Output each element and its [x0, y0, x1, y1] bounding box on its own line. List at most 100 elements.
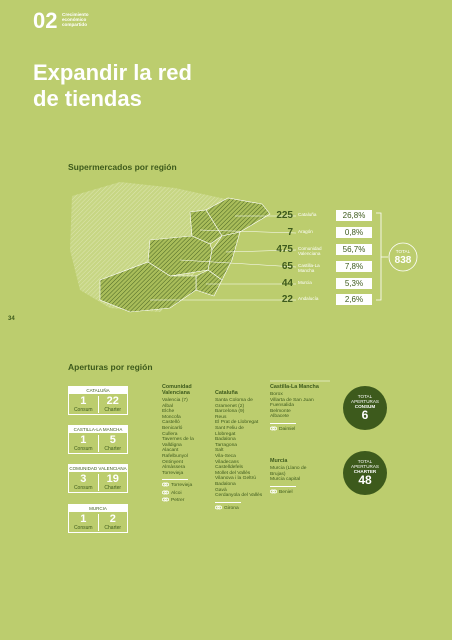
- place: Torrevieja: [162, 470, 184, 476]
- divider: [162, 479, 188, 481]
- charter-cell: 5 Charter: [99, 435, 128, 453]
- place: Vila-Seca: [215, 453, 236, 459]
- region-count: 7: [287, 227, 293, 238]
- place: Fuensalida: [270, 403, 294, 409]
- charter-icon: [161, 497, 170, 502]
- place: Alacant: [162, 448, 179, 454]
- region-name: Castilla-La Mancha: [298, 263, 320, 273]
- place: Murcia capital: [270, 477, 301, 483]
- subtitle-line: económico: [62, 17, 87, 23]
- place: Almàssera: [162, 465, 186, 471]
- consum-cell: 1 Consum: [69, 514, 99, 531]
- opening-box: COMUNIDAD VALENCIANA 3 Consum 19 Charter: [68, 464, 128, 493]
- place: Albal: [162, 403, 173, 409]
- place-column: Murcia Murcia (Llano de Brujas) Murcia cap…: [269, 458, 322, 495]
- region-name: Andalucía: [298, 296, 319, 301]
- badge-value: 48: [358, 473, 372, 487]
- badge-line: APERTURAS: [351, 399, 379, 404]
- total-badge: TOTAL APERTURAS CONSUM 6: [343, 386, 387, 430]
- column-title: Murcia: [270, 458, 288, 464]
- charter-place-name: Girona: [224, 505, 239, 511]
- section-number: 02: [33, 8, 58, 33]
- charter-label: Charter: [104, 446, 122, 452]
- charter-count: 22: [106, 395, 119, 407]
- place: El Prat de Llobregat: [215, 420, 259, 426]
- divider: [270, 422, 296, 424]
- place: Ontinyent: [162, 459, 183, 465]
- place: Cerdanyola del Vallès: [215, 493, 263, 499]
- charter-place-name: Petrer: [171, 497, 185, 503]
- charter-place-name: Daimiel: [279, 426, 296, 432]
- charter-place-name: Alcoi: [171, 490, 182, 496]
- place: Borox: [270, 392, 283, 397]
- opening-box: CATALUÑA 1 Consum 22 Charter: [68, 386, 128, 415]
- place: Albacete: [270, 414, 290, 420]
- badge-line: CONSUM: [354, 404, 376, 409]
- charter-icon: [269, 489, 278, 494]
- place: Gavà: [215, 487, 227, 493]
- consum-count: 1: [80, 513, 87, 525]
- region-name: Comunidad Valenciana: [298, 246, 322, 256]
- place: Sant Feliu de Llobregat: [215, 425, 244, 437]
- place: Tarragona: [215, 442, 238, 448]
- place: Castelldefels: [215, 465, 243, 471]
- place: Santa Coloma de Gramenet (2): [215, 398, 253, 409]
- box-region: MURCIA: [69, 505, 127, 512]
- charter-icon: [214, 505, 223, 510]
- place-column: Cataluña Santa Coloma de Gramenet (2) Barc…: [214, 390, 267, 511]
- charter-count: 19: [106, 473, 119, 485]
- charter-count: 2: [109, 513, 116, 525]
- consum-count: 3: [80, 473, 87, 485]
- box-values: 1 Consum 2 Charter: [69, 512, 127, 532]
- charter-place: Girona: [214, 505, 265, 511]
- place: Benicarló: [162, 425, 183, 431]
- region-share: 56,7%: [336, 244, 372, 255]
- box-region: CATALUÑA: [69, 387, 127, 394]
- place: Elche: [162, 409, 175, 415]
- place: Barcelona (9): [215, 409, 245, 415]
- place: Belmonte: [270, 408, 291, 414]
- subtitle-line: compartido: [62, 22, 88, 28]
- region-name: Cataluña: [298, 212, 317, 217]
- charter-cell: 22 Charter: [99, 395, 128, 414]
- box-region: CASTILLA-LA MANCHA: [69, 426, 127, 433]
- place: Badalona: [215, 437, 236, 443]
- divider: [270, 485, 296, 487]
- place: Villarta de San Juan: [270, 397, 314, 403]
- consum-label: Consum: [73, 525, 93, 531]
- consum-cell: 1 Consum: [69, 435, 99, 452]
- region-count: 475: [276, 244, 293, 255]
- consum-cell: 3 Consum: [69, 474, 99, 491]
- title-line: de tiendas: [33, 86, 142, 111]
- consum-count: 1: [80, 395, 87, 407]
- charter-place: Alcoi: [161, 490, 212, 496]
- charter-icon: [161, 482, 170, 487]
- total-label: TOTAL: [395, 249, 411, 254]
- region-share: 2,6%: [336, 294, 372, 305]
- region-share: 5,3%: [336, 278, 372, 289]
- box-region: COMUNIDAD VALENCIANA: [69, 465, 127, 472]
- region-name: Murcia: [298, 280, 312, 285]
- charter-cell: 19 Charter: [99, 473, 128, 492]
- charter-place-name: Beniel: [279, 489, 293, 495]
- place: Mollet del Vallès: [215, 470, 251, 476]
- consum-label: Consum: [73, 446, 93, 452]
- page-number: 34: [8, 316, 15, 322]
- title-line: Expandir la red: [33, 60, 192, 85]
- column-title: Comunidad Valenciana: [162, 384, 192, 396]
- badge-line: TOTAL: [357, 394, 373, 399]
- region-count: 65: [281, 261, 293, 272]
- region-share: 7,8%: [336, 261, 372, 272]
- consum-count: 1: [80, 434, 87, 446]
- box-values: 1 Consum 5 Charter: [69, 433, 127, 453]
- total-value: 838: [394, 255, 412, 266]
- charter-label: Charter: [104, 525, 122, 531]
- consum-label: Consum: [73, 485, 93, 491]
- charter-label: Charter: [104, 485, 122, 491]
- place: Rafelbunyol: [162, 453, 188, 459]
- section-subtitle: Crecimiento económico compartido: [62, 12, 89, 28]
- consum-label: Consum: [73, 407, 93, 413]
- opening-box: MURCIA 1 Consum 2 Charter: [68, 504, 128, 533]
